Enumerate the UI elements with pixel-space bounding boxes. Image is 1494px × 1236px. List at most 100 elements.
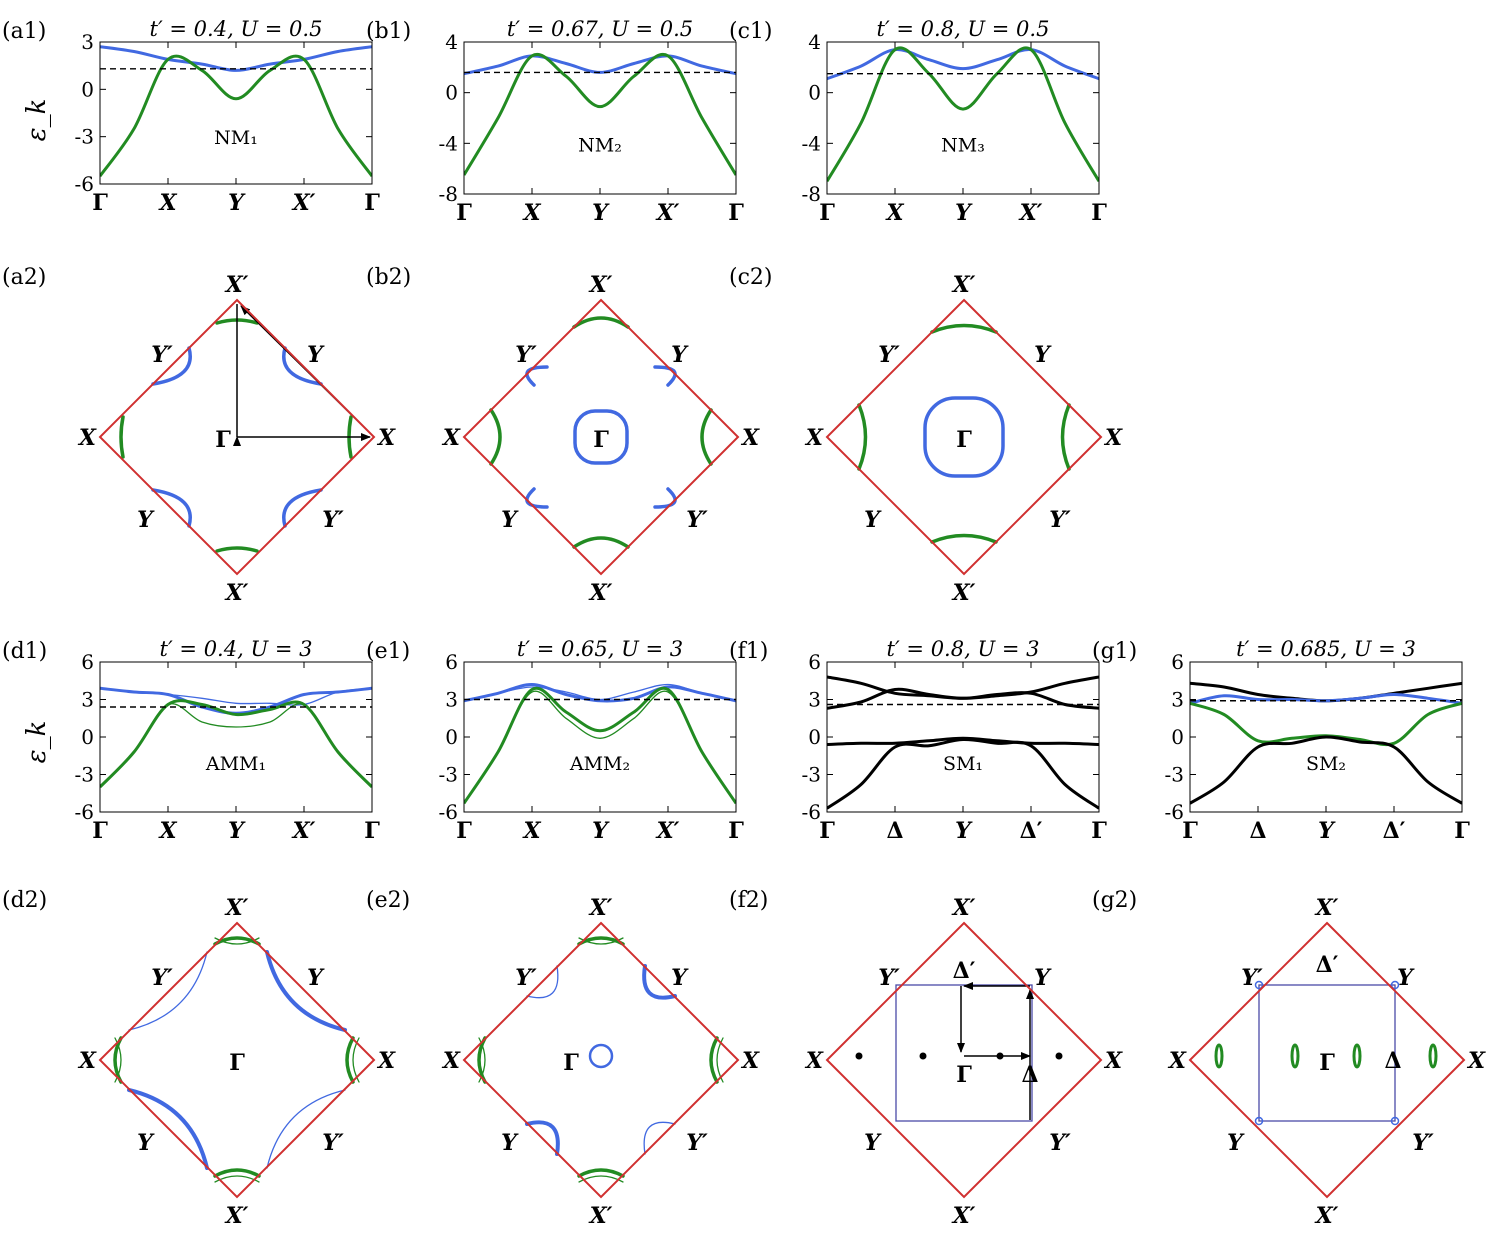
x-tick-label: Γ	[819, 200, 835, 226]
x-tick-label: Γ	[92, 190, 108, 216]
curves	[827, 46, 1099, 183]
x-tick-label: Y	[955, 818, 973, 844]
fermi-pocket-2	[1352, 1043, 1362, 1069]
y-tick-label: 0	[81, 725, 94, 749]
fermi-arc-bottom-thin	[214, 1175, 260, 1183]
y-tick-label: -4	[439, 131, 458, 155]
k-label-left: X	[804, 425, 824, 451]
bz-panel-d2: (d2) X′ X′ X X Y′ Y Y Y′ Γ	[2, 888, 396, 1229]
plot-frame	[463, 41, 737, 195]
k-label-ur: Y	[671, 342, 689, 368]
fermi-arc-lr	[266, 1089, 346, 1169]
x-tick-label: Γ	[364, 190, 380, 216]
fermi-arc-right-thin	[352, 1037, 360, 1083]
x-tick-label: X	[884, 200, 904, 226]
fermi-arc-top-thin	[578, 937, 624, 945]
node-point-2	[1254, 1116, 1264, 1126]
y-tick-label: 3	[81, 30, 94, 54]
k-label-top: X′	[951, 272, 976, 298]
k-label-lr: Y′	[686, 507, 708, 533]
bz-panel-g2: (g2) Δ′ Δ X′ X′ X X Y′ Y Y Y′ Γ	[1092, 888, 1486, 1229]
fermi-arc-right	[709, 1036, 719, 1084]
y-tick-label: 3	[1171, 688, 1184, 712]
y-axis-label-top: ε_k	[22, 99, 52, 142]
curves	[827, 675, 1099, 810]
k-label-gamma: Γ	[1319, 1050, 1335, 1076]
phase-label: NM₃	[941, 134, 985, 156]
y-tick-label: 3	[808, 688, 821, 712]
band-structure-panels: (a1) t′ = 0.4, U = 0.530-3-6Γ X Y X′ ΓNM₁(b1)…	[2, 17, 1470, 844]
fermi-arc-ul	[151, 346, 192, 386]
fermi-pocket-3	[1428, 1043, 1438, 1069]
k-label-ul: Y′	[878, 342, 900, 368]
k-label-gamma: Γ	[215, 427, 231, 453]
k-label-ul: Y′	[878, 965, 900, 991]
panel-title: t′ = 0.8, U = 0.5	[877, 17, 1050, 41]
panel-label: (c1)	[729, 19, 772, 44]
y-tick-label: -8	[802, 182, 821, 206]
fermi-pocket-corner-0	[525, 365, 549, 387]
band-curve-2	[464, 686, 736, 805]
fermi-arc-ll	[525, 1120, 560, 1156]
x-tick-label: Y	[955, 200, 973, 226]
bz-panel-a2: (a2) X′ X′ X X Y′ Y Y Y′ Γ	[2, 265, 396, 606]
k-label-ul: Y′	[515, 342, 537, 368]
plot-frame	[99, 41, 373, 185]
k-label-gamma: Γ	[956, 1062, 972, 1088]
k-label-right: X	[1466, 1048, 1486, 1074]
x-tick-label: Γ	[1091, 818, 1107, 844]
fermi-arc-bottom-thin	[578, 1175, 624, 1183]
bz-boundary	[98, 921, 376, 1199]
panel-label: (d2)	[2, 888, 47, 913]
k-label-right: X	[740, 1048, 760, 1074]
x-tick-label: Y	[592, 818, 610, 844]
k-label-bottom: X′	[951, 1203, 976, 1229]
panel-title: t′ = 0.67, U = 0.5	[507, 17, 693, 41]
band-curve-1	[827, 46, 1099, 183]
panel-label: (g1)	[1092, 639, 1137, 664]
k-label-ll: Y	[1227, 1130, 1245, 1156]
panel-label: (g2)	[1092, 888, 1137, 913]
fermi-pocket-gamma	[573, 409, 629, 465]
k-label-gamma: Γ	[563, 1050, 579, 1076]
panel-title: t′ = 0.8, U = 3	[887, 637, 1040, 661]
fermi-pocket-gamma	[588, 1043, 614, 1069]
band-curve-3	[100, 703, 372, 788]
phase-label: SM₂	[1306, 753, 1346, 775]
k-label-left: X	[804, 1048, 824, 1074]
k-label-ll: Y	[137, 1130, 155, 1156]
band-curve-3	[1190, 735, 1462, 805]
k-label-left: X	[1167, 1048, 1187, 1074]
k-label-lr: Y′	[686, 1130, 708, 1156]
x-tick-label: Y	[1318, 818, 1336, 844]
x-tick-label: Δ′	[1383, 818, 1406, 844]
k-label-ur: Y	[1034, 965, 1052, 991]
fermi-arc-left-thin	[478, 1037, 486, 1083]
brillouin-zone-panels: (a2) X′ X′ X X Y′ Y Y Y′ Γ (b2) X′ X′ X X Y′ Y Y Y′ Γ (c2) X′…	[2, 265, 1486, 1229]
x-tick-label: Γ	[819, 818, 835, 844]
x-tick-label: Γ	[728, 818, 744, 844]
fermi-arc-left	[857, 403, 868, 471]
x-tick-label: X′	[655, 200, 680, 226]
panel-label: (e1)	[366, 639, 410, 664]
k-label-ll: Y	[137, 507, 155, 533]
k-label-ul: Y′	[151, 965, 173, 991]
plot-frame	[826, 41, 1100, 195]
band-curve-1	[100, 687, 372, 706]
y-tick-label: 4	[808, 30, 821, 54]
k-label-ll: Y	[864, 507, 882, 533]
y-tick-label: 0	[81, 77, 94, 101]
k-label-ul: Y′	[515, 965, 537, 991]
band-curve-0	[464, 54, 736, 76]
y-tick-label: -6	[439, 800, 458, 824]
k-label-delta-prime: Δ′	[953, 958, 976, 984]
x-tick-label: X′	[1018, 200, 1043, 226]
y-tick-label: 0	[445, 725, 458, 749]
k-label-ur: Y	[1034, 342, 1052, 368]
y-tick-label: 6	[81, 650, 94, 674]
k-label-right: X	[1103, 425, 1123, 451]
